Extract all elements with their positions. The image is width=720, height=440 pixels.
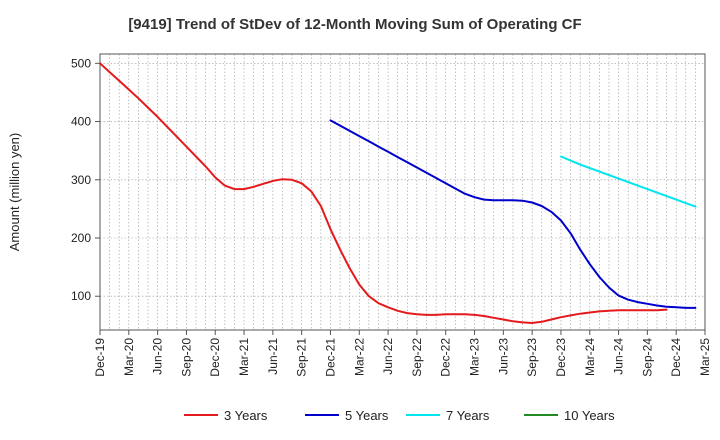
legend-item-10y: 10 Years bbox=[524, 408, 615, 423]
x-tick-label: Mar-21 bbox=[237, 338, 251, 376]
x-tick-label: Sep-21 bbox=[295, 338, 309, 377]
legend-label: 3 Years bbox=[224, 408, 268, 423]
x-tick-label: Jun-20 bbox=[151, 338, 165, 375]
series-line-7y bbox=[560, 155, 697, 208]
x-tick-label: Dec-20 bbox=[208, 338, 222, 377]
x-tick-label: Jun-22 bbox=[381, 338, 395, 375]
x-tick-label: Dec-19 bbox=[93, 338, 107, 377]
legend-item-7y: 7 Years bbox=[406, 408, 490, 423]
x-tick-label: Dec-22 bbox=[439, 338, 453, 377]
x-tick-label: Mar-24 bbox=[583, 338, 597, 376]
x-tick-label: Dec-24 bbox=[669, 338, 683, 377]
legend-item-5y: 5 Years bbox=[305, 408, 389, 423]
x-tick-label: Jun-24 bbox=[612, 338, 626, 375]
x-tick-label: Dec-21 bbox=[323, 338, 337, 377]
x-tick-label: Mar-23 bbox=[468, 338, 482, 376]
legend-label: 7 Years bbox=[446, 408, 490, 423]
x-tick-label: Mar-25 bbox=[698, 338, 712, 376]
x-tick-label: Sep-23 bbox=[525, 338, 539, 377]
x-tick-label: Dec-23 bbox=[554, 338, 568, 377]
x-axis-ticks: Dec-19 Mar-20 Jun-20 Sep-20 Dec-20 Mar-21 Jun-… bbox=[93, 330, 712, 377]
series-layer bbox=[99, 62, 697, 324]
x-tick-label: Sep-20 bbox=[179, 338, 193, 377]
y-tick-label: 200 bbox=[71, 231, 91, 245]
plot-area bbox=[99, 53, 706, 331]
y-axis-label: Amount (million yen) bbox=[7, 133, 22, 252]
chart-title: [9419] Trend of StDev of 12-Month Moving… bbox=[128, 16, 581, 33]
y-tick-label: 100 bbox=[71, 289, 91, 303]
y-tick-label: 400 bbox=[71, 115, 91, 129]
x-tick-label: Sep-24 bbox=[640, 338, 654, 377]
legend: 3 Years 5 Years 7 Years 10 Years bbox=[184, 408, 615, 423]
x-tick-label: Jun-23 bbox=[496, 338, 510, 375]
grid-layer bbox=[100, 54, 705, 330]
y-tick-label: 300 bbox=[71, 173, 91, 187]
y-axis-ticks: 100 200 300 400 500 bbox=[71, 56, 100, 303]
x-tick-label: Sep-22 bbox=[410, 338, 424, 377]
legend-item-3y: 3 Years bbox=[184, 408, 268, 423]
series-line-3y bbox=[99, 62, 668, 324]
series-line-5y bbox=[329, 119, 697, 309]
x-tick-label: Mar-20 bbox=[122, 338, 136, 376]
legend-label: 10 Years bbox=[564, 408, 615, 423]
y-tick-label: 500 bbox=[71, 56, 91, 70]
legend-label: 5 Years bbox=[345, 408, 389, 423]
x-tick-label: Mar-22 bbox=[352, 338, 366, 376]
x-tick-label: Jun-21 bbox=[266, 338, 280, 375]
